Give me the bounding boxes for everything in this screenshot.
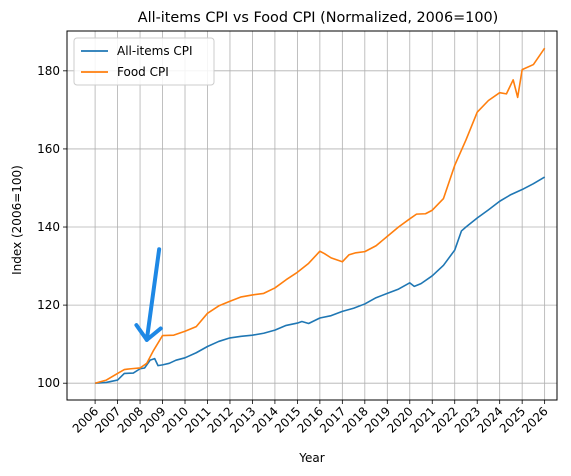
legend-label-food-cpi: Food CPI <box>117 65 169 79</box>
legend-label-all-items-cpi: All-items CPI <box>117 44 193 58</box>
annotation-layer <box>134 247 163 342</box>
y-tick-label: 140 <box>37 220 60 234</box>
y-tick-label: 120 <box>37 298 60 312</box>
y-tick-label: 180 <box>37 64 60 78</box>
series-layer <box>94 47 546 385</box>
y-axis-label: Index (2006=100) <box>10 165 24 275</box>
x-axis-label: Year <box>298 451 324 465</box>
series-line-all-items-cpi <box>95 176 546 385</box>
legend-box <box>73 37 215 86</box>
series-line-food-cpi <box>94 47 546 384</box>
plot-frame <box>66 30 558 401</box>
y-tick-label: 160 <box>37 142 60 156</box>
chart-title: All-items CPI vs Food CPI (Normalized, 2… <box>138 10 499 26</box>
y-ticks: 100 120 140 160 180 <box>37 64 67 390</box>
legend: All-items CPI Food CPI <box>73 37 215 86</box>
arrow-head <box>134 323 163 342</box>
arrow-shaft <box>144 247 162 342</box>
y-tick-label: 100 <box>37 376 60 390</box>
grid <box>67 31 557 400</box>
